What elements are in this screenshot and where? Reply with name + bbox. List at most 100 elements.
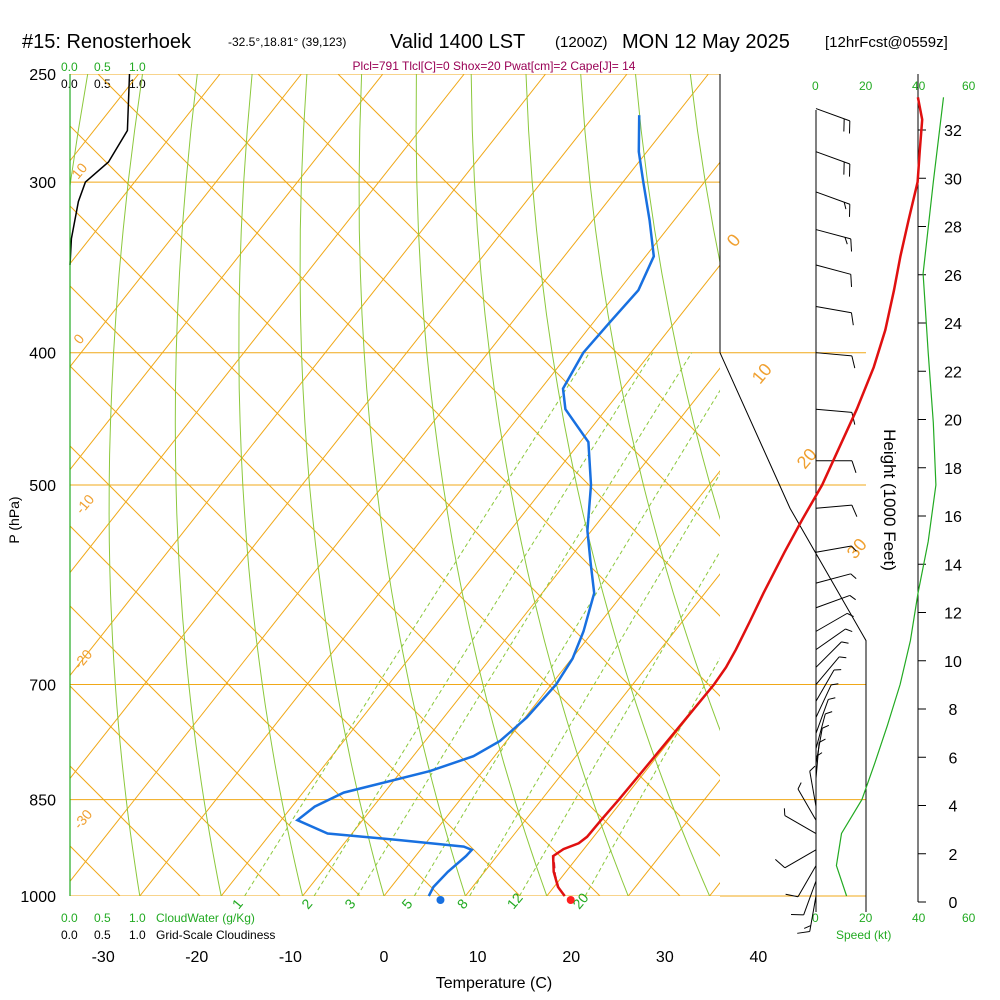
temp-tick--20: -20 (185, 949, 208, 966)
pressure-tick-300: 300 (29, 175, 56, 192)
isotherm--20 (220, 264, 720, 896)
cl-bot-2: 1.0 (129, 928, 146, 942)
cross-diagonal (337, 74, 720, 457)
wind-barb (815, 628, 853, 651)
height-tick-label-18: 18 (944, 461, 962, 478)
pressure-tick-1000: 1000 (20, 889, 56, 906)
isotherm-10 (465, 573, 720, 896)
barb-flag (825, 711, 833, 715)
barb-shaft (815, 305, 852, 314)
isotherm--70 (70, 74, 465, 574)
pressure-tick-250: 250 (29, 67, 56, 84)
barb-shaft (784, 849, 817, 869)
temp-tick-20: 20 (562, 949, 580, 966)
mixing-ratio-1 (244, 352, 590, 896)
cw-bot-0: 0.0 (61, 911, 78, 925)
x-axis-label: Temperature (C) (436, 975, 552, 992)
isotherm-label: -30 (70, 806, 95, 832)
isotherm-label: -20 (70, 646, 95, 672)
barb-shaft (797, 788, 817, 821)
wind-barb (815, 656, 847, 685)
barb-flag (851, 545, 857, 552)
barb-shaft (815, 264, 851, 275)
dry-adiabat (238, 74, 304, 896)
cw-top-1: 0.5 (94, 60, 111, 74)
indices-line: Plcl=791 Tlcl[C]=0 Shox=20 Pwat[cm]=2 Ca… (353, 59, 636, 73)
wind-barb (815, 669, 842, 702)
surface-dewpoint-marker (436, 896, 445, 904)
height-tick-label-8: 8 (949, 702, 958, 719)
barb-shaft (815, 408, 852, 413)
surface-temp-marker (566, 896, 575, 904)
height-tick-label-28: 28 (944, 220, 962, 237)
spd-bot-1: 20 (859, 911, 873, 925)
y-axis-label: P (hPa) (6, 496, 22, 543)
barb-flag (851, 504, 858, 517)
spd-top-0: 0 (812, 79, 819, 93)
isotherm-label: 0 (70, 331, 87, 347)
dry-adiabat (358, 74, 466, 896)
wind-barb (797, 782, 817, 821)
wind-barb (815, 573, 857, 584)
barb-flag (797, 930, 810, 934)
spd-top-1: 20 (859, 79, 873, 93)
cl-top-1: 0.5 (94, 77, 111, 91)
barb-flag (815, 752, 823, 758)
height-tick-label-24: 24 (944, 316, 962, 333)
title-coords: -32.5°,18.81° (39,123) (228, 35, 346, 49)
isotherm-0 (383, 470, 720, 896)
barb-shaft (809, 895, 817, 932)
mixing-ratio-label: 12 (504, 890, 526, 912)
wind-barb (815, 352, 856, 369)
barb-flag (850, 238, 853, 252)
barb-shaft (815, 191, 850, 205)
mixing-ratio-label: 5 (398, 896, 415, 912)
wind-barb (791, 880, 817, 916)
barb-flag (843, 202, 847, 210)
isotherm-label: 20 (793, 444, 821, 472)
dry-adiabat (108, 74, 143, 896)
wind-barb (815, 612, 854, 632)
cl-bot-1: 0.5 (94, 928, 111, 942)
barb-flag (822, 724, 830, 729)
cloudiness-label: Grid-Scale Cloudiness (156, 928, 275, 942)
height-axis-label: Height (1000 Feet) (880, 429, 899, 571)
wind-barb (815, 683, 839, 718)
barb-shaft (815, 229, 851, 240)
barb-shaft (815, 545, 852, 553)
wind-barb (809, 765, 817, 807)
spd-top-3: 60 (962, 79, 976, 93)
wind-barb (815, 504, 858, 517)
isotherm--90 (70, 74, 302, 368)
spd-bot-0: 0 (812, 911, 819, 925)
barb-shaft (815, 742, 820, 779)
barb-flag (803, 925, 811, 929)
dry-adiabat (415, 74, 548, 896)
barb-shaft (784, 815, 817, 834)
barb-shaft (815, 656, 840, 685)
cloudwater-scale-top: 0.0 0.5 1.0 0.0 0.5 1.0 (61, 60, 146, 91)
wind-barbs-layer (775, 108, 858, 934)
dry-adiabat (470, 74, 629, 896)
temperature-line (551, 97, 924, 897)
wind-barb (815, 305, 854, 326)
wind-barb (815, 752, 823, 793)
isotherm-label: 30 (843, 534, 871, 562)
tick-layer: 1 2 3 5 8 12 200102030100-10-20-30250300400500… (20, 67, 962, 966)
pressure-tick-500: 500 (29, 478, 56, 495)
barb-shaft (809, 771, 817, 807)
cloudwater-scale-bottom: 0.0 0.5 1.0 CloudWater (g/Kg) 0.0 0.5 1.… (61, 911, 275, 942)
pressure-tick-700: 700 (29, 678, 56, 695)
cloudwater-label: CloudWater (g/Kg) (156, 911, 255, 925)
dry-adiabat (855, 74, 1000, 896)
isotherm-label: 0 (723, 230, 745, 251)
height-tick-label-30: 30 (944, 171, 962, 188)
mixing-ratio-20 (584, 657, 720, 896)
wind-barb (815, 697, 836, 734)
cross-diagonal (70, 685, 281, 896)
barb-flag (849, 595, 856, 601)
wind-barb (815, 108, 851, 134)
wind-barb (815, 594, 856, 609)
wind-barb (815, 711, 833, 749)
barb-flag (828, 697, 836, 700)
